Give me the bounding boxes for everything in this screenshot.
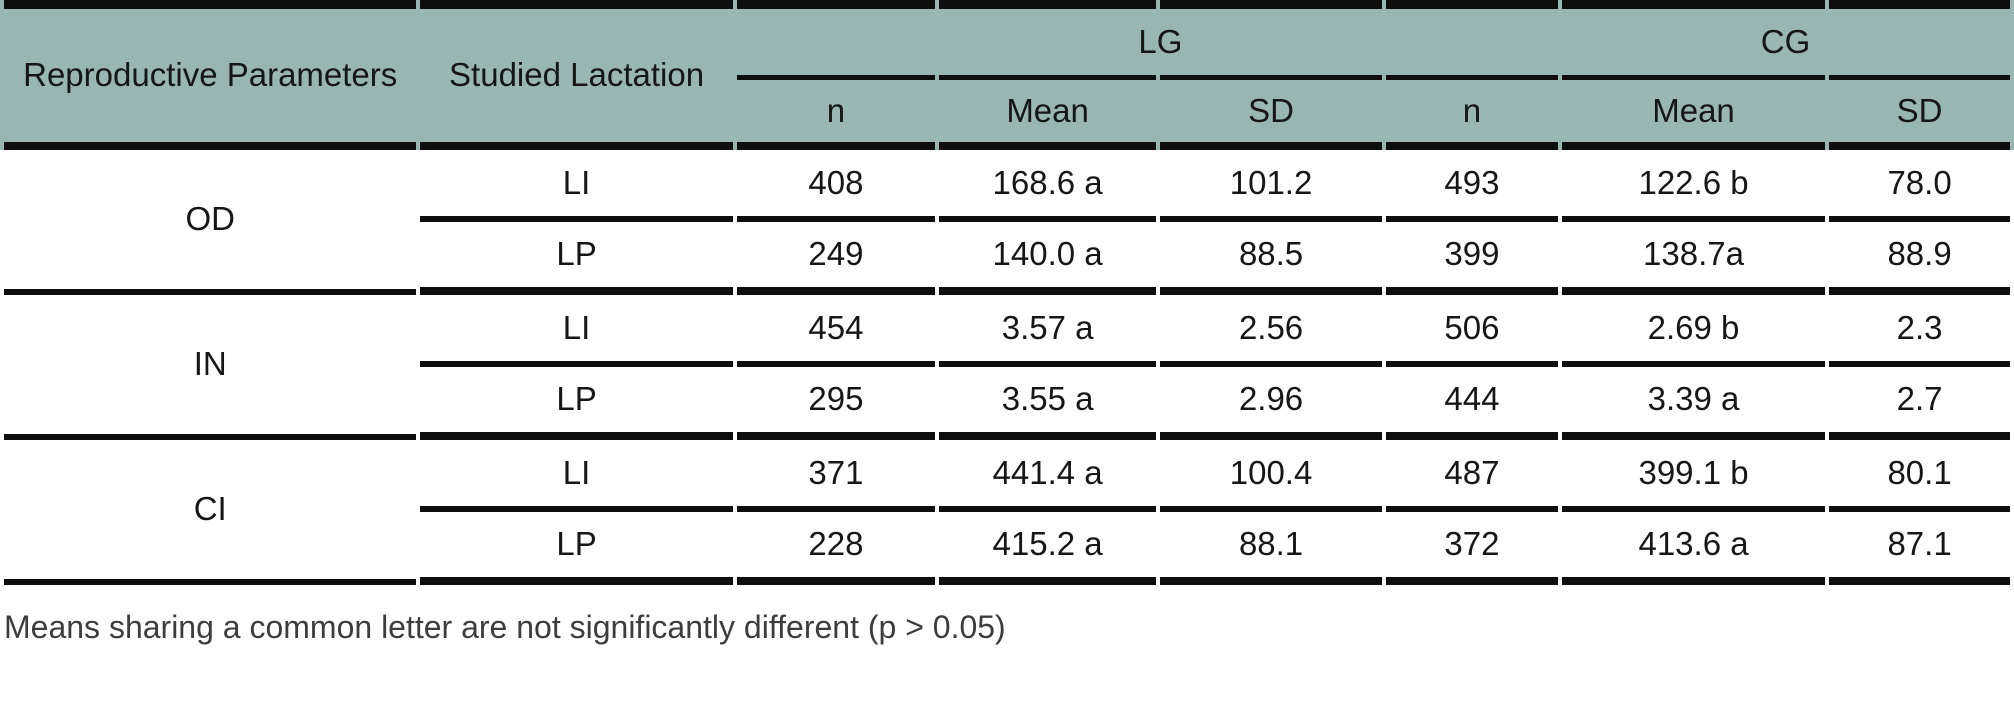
ci-lp-cg-n: 372 bbox=[1386, 512, 1558, 585]
table-row-ci-li: CI LI 371 441.4 a 100.4 487 399.1 b 80.1 bbox=[4, 440, 2010, 585]
rule-segment bbox=[1829, 75, 2010, 80]
rule-segment bbox=[939, 75, 1157, 80]
od-lp-lg-sd: 88.5 bbox=[1160, 222, 1383, 295]
rule-segment bbox=[4, 0, 417, 9]
in-lp-cg-sd: 2.7 bbox=[1829, 367, 2010, 440]
od-li-lg-mean: 168.6 a bbox=[939, 150, 1157, 222]
header-row-sub: n Mean SD n Mean SD bbox=[4, 80, 2010, 142]
od-li-cg-sd: 78.0 bbox=[1829, 150, 2010, 222]
table-row-ci-lp: LP 228 415.2 a 88.1 372 413.6 a 87.1 bbox=[4, 512, 2010, 585]
ci-li-lg-mean: 441.4 a bbox=[939, 440, 1157, 512]
ci-li-lg-sd: 100.4 bbox=[1160, 440, 1383, 512]
ci-lp-lg-mean: 415.2 a bbox=[939, 512, 1157, 585]
header-row-groups: Reproductive Parameters Studied Lactatio… bbox=[4, 9, 2010, 93]
in-li-cg-mean: 2.69 b bbox=[1561, 295, 1826, 367]
rule-segment bbox=[1386, 0, 1558, 9]
rule-segment bbox=[1829, 142, 2010, 150]
rule-segment bbox=[1160, 75, 1383, 80]
rule-segment bbox=[420, 0, 733, 9]
header-cg-n: n bbox=[1462, 91, 1482, 129]
od-lp-lg-n: 249 bbox=[736, 222, 936, 295]
header-cg-mean: Mean bbox=[1652, 91, 1735, 129]
rule-segment bbox=[1561, 142, 1826, 150]
header-group-cg: CG bbox=[1760, 22, 1811, 60]
reproductive-parameters-table: Reproductive Parameters Studied Lactatio… bbox=[4, 0, 2010, 585]
ci-lp-cg-sd: 87.1 bbox=[1829, 512, 2010, 585]
header-lg-sd: SD bbox=[1248, 91, 1294, 129]
param-in: IN bbox=[4, 295, 417, 440]
ci-li-cg-n: 487 bbox=[1386, 440, 1558, 512]
rule-segment bbox=[736, 75, 936, 80]
rule-segment bbox=[939, 0, 1157, 9]
od-lp-lactation: LP bbox=[420, 222, 733, 295]
param-ci: CI bbox=[4, 440, 417, 585]
od-lp-cg-n: 399 bbox=[1386, 222, 1558, 295]
od-lp-cg-mean: 138.7a bbox=[1561, 222, 1826, 295]
ci-lp-cg-mean: 413.6 a bbox=[1561, 512, 1826, 585]
rule-segment bbox=[1386, 142, 1558, 150]
od-li-cg-mean: 122.6 b bbox=[1561, 150, 1826, 222]
header-studied-lactation: Studied Lactation bbox=[449, 56, 705, 94]
header-bottom-rule bbox=[4, 142, 2010, 150]
table-row-in-lp: LP 295 3.55 a 2.96 444 3.39 a 2.7 bbox=[4, 367, 2010, 440]
ci-li-cg-mean: 399.1 b bbox=[1561, 440, 1826, 512]
in-li-lactation: LI bbox=[420, 295, 733, 367]
rule-segment bbox=[1386, 75, 1558, 80]
table-top-rule bbox=[4, 0, 2010, 9]
header-cg-sd: SD bbox=[1896, 91, 1943, 129]
ci-li-lactation: LI bbox=[420, 440, 733, 512]
in-lp-lactation: LP bbox=[420, 367, 733, 440]
rule-segment bbox=[1160, 142, 1383, 150]
rule-segment bbox=[1561, 0, 1826, 9]
od-li-lactation: LI bbox=[420, 150, 733, 222]
ci-li-lg-n: 371 bbox=[736, 440, 936, 512]
in-lp-cg-mean: 3.39 a bbox=[1561, 367, 1826, 440]
rule-segment bbox=[420, 142, 733, 150]
ci-lp-lg-n: 228 bbox=[736, 512, 936, 585]
in-li-lg-mean: 3.57 a bbox=[939, 295, 1157, 367]
header-lg-mean: Mean bbox=[1006, 91, 1089, 129]
ci-lp-lg-sd: 88.1 bbox=[1160, 512, 1383, 585]
rule-segment bbox=[939, 142, 1157, 150]
in-lp-lg-mean: 3.55 a bbox=[939, 367, 1157, 440]
table-row-od-lp: LP 249 140.0 a 88.5 399 138.7a 88.9 bbox=[4, 222, 2010, 295]
rule-segment bbox=[1160, 0, 1383, 9]
table-footnote: Means sharing a common letter are not si… bbox=[4, 609, 1006, 645]
rule-segment bbox=[736, 142, 936, 150]
rule-segment bbox=[1829, 0, 2010, 9]
od-li-lg-n: 408 bbox=[736, 150, 936, 222]
rule-segment bbox=[1561, 75, 1826, 80]
header-reproductive-parameters: Reproductive Parameters bbox=[23, 56, 398, 94]
ci-li-cg-sd: 80.1 bbox=[1829, 440, 2010, 512]
in-li-lg-n: 454 bbox=[736, 295, 936, 367]
rule-segment bbox=[4, 142, 417, 150]
header-group-lg: LG bbox=[1138, 22, 1183, 60]
in-lp-cg-n: 444 bbox=[1386, 367, 1558, 440]
in-lp-lg-n: 295 bbox=[736, 367, 936, 440]
in-li-lg-sd: 2.56 bbox=[1160, 295, 1383, 367]
rule-segment bbox=[736, 0, 936, 9]
table-row-in-li: IN LI 454 3.57 a 2.56 506 2.69 b 2.3 bbox=[4, 295, 2010, 440]
od-li-lg-sd: 101.2 bbox=[1160, 150, 1383, 222]
od-lp-cg-sd: 88.9 bbox=[1829, 222, 2010, 295]
group-underline-rule bbox=[4, 75, 2010, 80]
param-od: OD bbox=[4, 150, 417, 295]
in-li-cg-sd: 2.3 bbox=[1829, 295, 2010, 367]
table-row-od-li: OD LI 408 168.6 a 101.2 493 122.6 b 78.0 bbox=[4, 150, 2010, 295]
od-li-cg-n: 493 bbox=[1386, 150, 1558, 222]
header-lg-n: n bbox=[826, 91, 846, 129]
ci-lp-lactation: LP bbox=[420, 512, 733, 585]
in-li-cg-n: 506 bbox=[1386, 295, 1558, 367]
od-lp-lg-mean: 140.0 a bbox=[939, 222, 1157, 295]
in-lp-lg-sd: 2.96 bbox=[1160, 367, 1383, 440]
